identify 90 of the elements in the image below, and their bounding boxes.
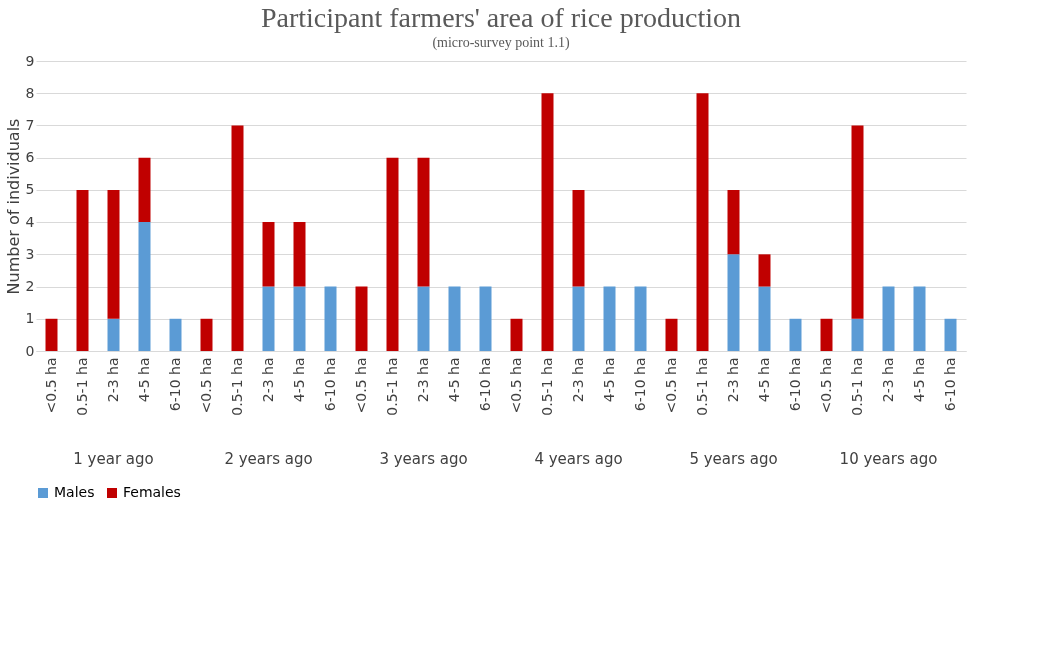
bar <box>138 222 151 351</box>
bar <box>727 254 740 351</box>
x-tick-label: <0.5 ha <box>817 357 834 414</box>
x-tick-label: 0.5-1 ha <box>848 357 865 416</box>
bar <box>758 286 771 351</box>
bar <box>76 189 89 351</box>
bar <box>510 318 523 351</box>
bar <box>603 286 616 351</box>
bar <box>293 286 306 351</box>
bar <box>324 286 337 351</box>
bar <box>913 286 926 351</box>
x-tick-label: 6-10 ha <box>166 357 183 412</box>
bar <box>262 222 275 287</box>
x-tick-label: <0.5 ha <box>197 357 214 414</box>
bar <box>417 157 430 287</box>
x-tick-label: 2-3 ha <box>104 357 121 403</box>
y-tick-label: 8 <box>25 84 35 101</box>
y-tick-label: 5 <box>25 181 35 198</box>
x-tick-label: 4-5 ha <box>135 357 152 403</box>
x-tick-label: 0.5-1 ha <box>228 357 245 416</box>
bar <box>169 318 182 351</box>
x-tick-label: 4-5 ha <box>600 357 617 403</box>
chart-subtitle: (micro-survey point 1.1) <box>432 35 570 51</box>
bar <box>820 318 833 351</box>
bar <box>107 318 120 351</box>
x-tick-label: 0.5-1 ha <box>538 357 555 416</box>
x-tick-label: 0.5-1 ha <box>383 357 400 416</box>
bar <box>231 125 244 351</box>
bar <box>944 318 957 351</box>
y-tick-label: 6 <box>25 149 35 166</box>
text: 5 years ago <box>689 450 778 468</box>
legend-label: Females <box>123 484 181 500</box>
bar <box>789 318 802 351</box>
y-tick-label: 2 <box>25 278 35 295</box>
bar <box>727 189 740 255</box>
x-tick-label: 6-10 ha <box>786 357 803 412</box>
y-tick-label: 7 <box>25 116 35 133</box>
bar <box>448 286 461 351</box>
x-tick-label: 6-10 ha <box>631 357 648 412</box>
bar <box>572 189 585 287</box>
text: 3 years ago <box>379 450 468 468</box>
bar <box>293 222 306 287</box>
x-tick-label: 6-10 ha <box>476 357 493 412</box>
x-tick-label: 6-10 ha <box>321 357 338 412</box>
x-tick-label: <0.5 ha <box>42 357 59 414</box>
bar <box>355 286 368 351</box>
bar <box>851 318 864 351</box>
x-tick-label: <0.5 ha <box>352 357 369 414</box>
bar <box>45 318 58 351</box>
bar <box>479 286 492 351</box>
y-tick-label: 0 <box>25 342 35 359</box>
x-tick-label: 4-5 ha <box>755 357 772 403</box>
x-tick-label: <0.5 ha <box>507 357 524 414</box>
text: 10 years ago <box>839 450 938 468</box>
bar <box>665 318 678 351</box>
bar <box>634 286 647 351</box>
legend-label: Males <box>54 484 95 500</box>
text: 1 year ago <box>73 450 154 468</box>
bar <box>417 286 430 351</box>
y-axis-title: Number of individuals <box>3 118 23 295</box>
x-tick-label: 2-3 ha <box>569 357 586 403</box>
x-tick-label: 2-3 ha <box>724 357 741 403</box>
bar <box>107 189 120 319</box>
text: 2 years ago <box>224 450 313 468</box>
chart-title: Participant farmers' area of rice production <box>260 2 742 33</box>
x-tick-label: 4-5 ha <box>910 357 927 403</box>
y-tick-label: 1 <box>25 310 35 327</box>
y-tick-label: 4 <box>25 213 35 230</box>
text: 4 years ago <box>534 450 623 468</box>
y-tick-label: 9 <box>25 52 35 69</box>
bar <box>541 93 554 351</box>
bar <box>758 254 771 287</box>
bar <box>572 286 585 351</box>
x-tick-label: 4-5 ha <box>290 357 307 403</box>
bar <box>200 318 213 351</box>
x-tick-label: 2-3 ha <box>879 357 896 403</box>
y-tick-label: 3 <box>25 245 35 262</box>
x-tick-label: 0.5-1 ha <box>73 357 90 416</box>
x-tick-label: 4-5 ha <box>445 357 462 403</box>
x-tick-label: 6-10 ha <box>941 357 958 412</box>
x-tick-label: 2-3 ha <box>259 357 276 403</box>
bar <box>851 125 864 319</box>
bar <box>262 286 275 351</box>
x-tick-label: <0.5 ha <box>662 357 679 414</box>
bar <box>696 93 709 351</box>
bar <box>138 157 151 223</box>
x-tick-label: 0.5-1 ha <box>693 357 710 416</box>
bar <box>386 157 399 351</box>
x-tick-label: 2-3 ha <box>414 357 431 403</box>
bar <box>882 286 895 351</box>
